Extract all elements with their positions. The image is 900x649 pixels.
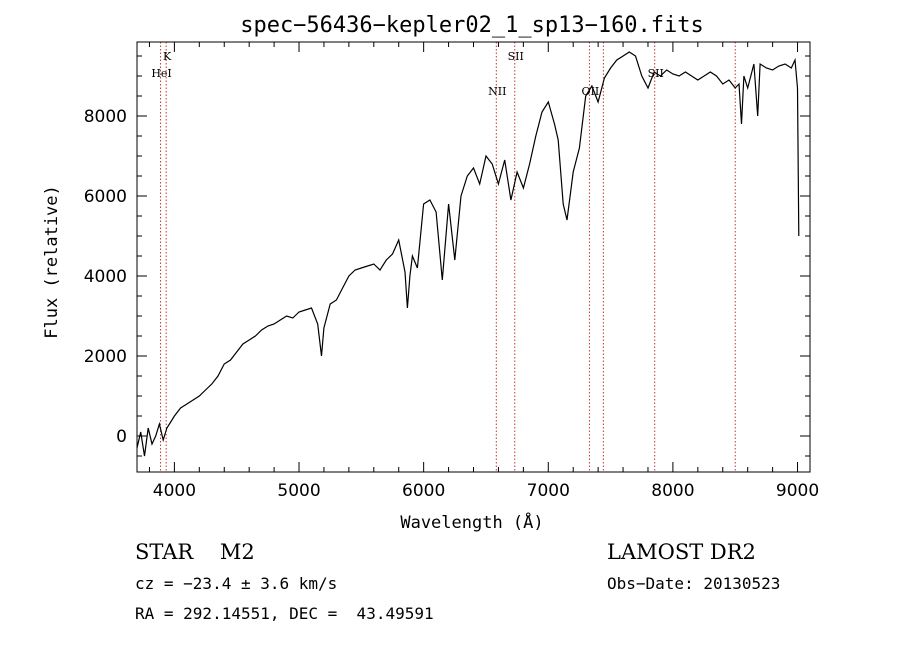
spectrum-line <box>136 51 800 457</box>
y-tick-label: 4000 <box>84 267 127 287</box>
line-label: SII <box>508 50 524 63</box>
x-tick-label: 5000 <box>277 481 320 501</box>
x-tick-label: 8000 <box>651 481 694 501</box>
y-axis-ticks: 0 2000 4000 6000 8000 <box>84 55 810 457</box>
obs-date: Obs−Date: 20130523 <box>607 574 781 593</box>
redshift-cz: cz = −23.4 ± 3.6 km/s <box>135 574 338 593</box>
x-axis-label: Wavelength (Å) <box>400 511 543 533</box>
y-tick-label: 6000 <box>84 187 127 207</box>
line-label: NII <box>488 85 506 98</box>
star-type: STAR M2 <box>135 540 255 564</box>
line-label: OII <box>582 85 600 98</box>
plot-frame <box>136 41 811 473</box>
ra-dec: RA = 292.14551, DEC = 43.49591 <box>135 604 434 623</box>
survey-name: LAMOST DR2 <box>607 540 756 564</box>
y-tick-label: 8000 <box>84 107 127 127</box>
chart-title: spec−56436−kepler02_1_sp13−160.fits <box>240 13 704 38</box>
emission-lines <box>160 42 736 472</box>
y-tick-label: 0 <box>116 427 127 447</box>
x-tick-label: 4000 <box>153 481 196 501</box>
x-tick-label: 9000 <box>776 481 819 501</box>
spectrum-chart: spec−56436−kepler02_1_sp13−160.fits K HeI… <box>42 13 819 533</box>
x-tick-label: 6000 <box>402 481 445 501</box>
y-axis-label: Flux (relative) <box>42 185 62 339</box>
y-tick-label: 2000 <box>84 347 127 367</box>
x-tick-label: 7000 <box>527 481 570 501</box>
line-label: HeI <box>151 67 171 80</box>
x-axis-ticks: 4000 5000 6000 7000 8000 9000 <box>148 42 819 501</box>
line-label: K <box>163 50 172 63</box>
